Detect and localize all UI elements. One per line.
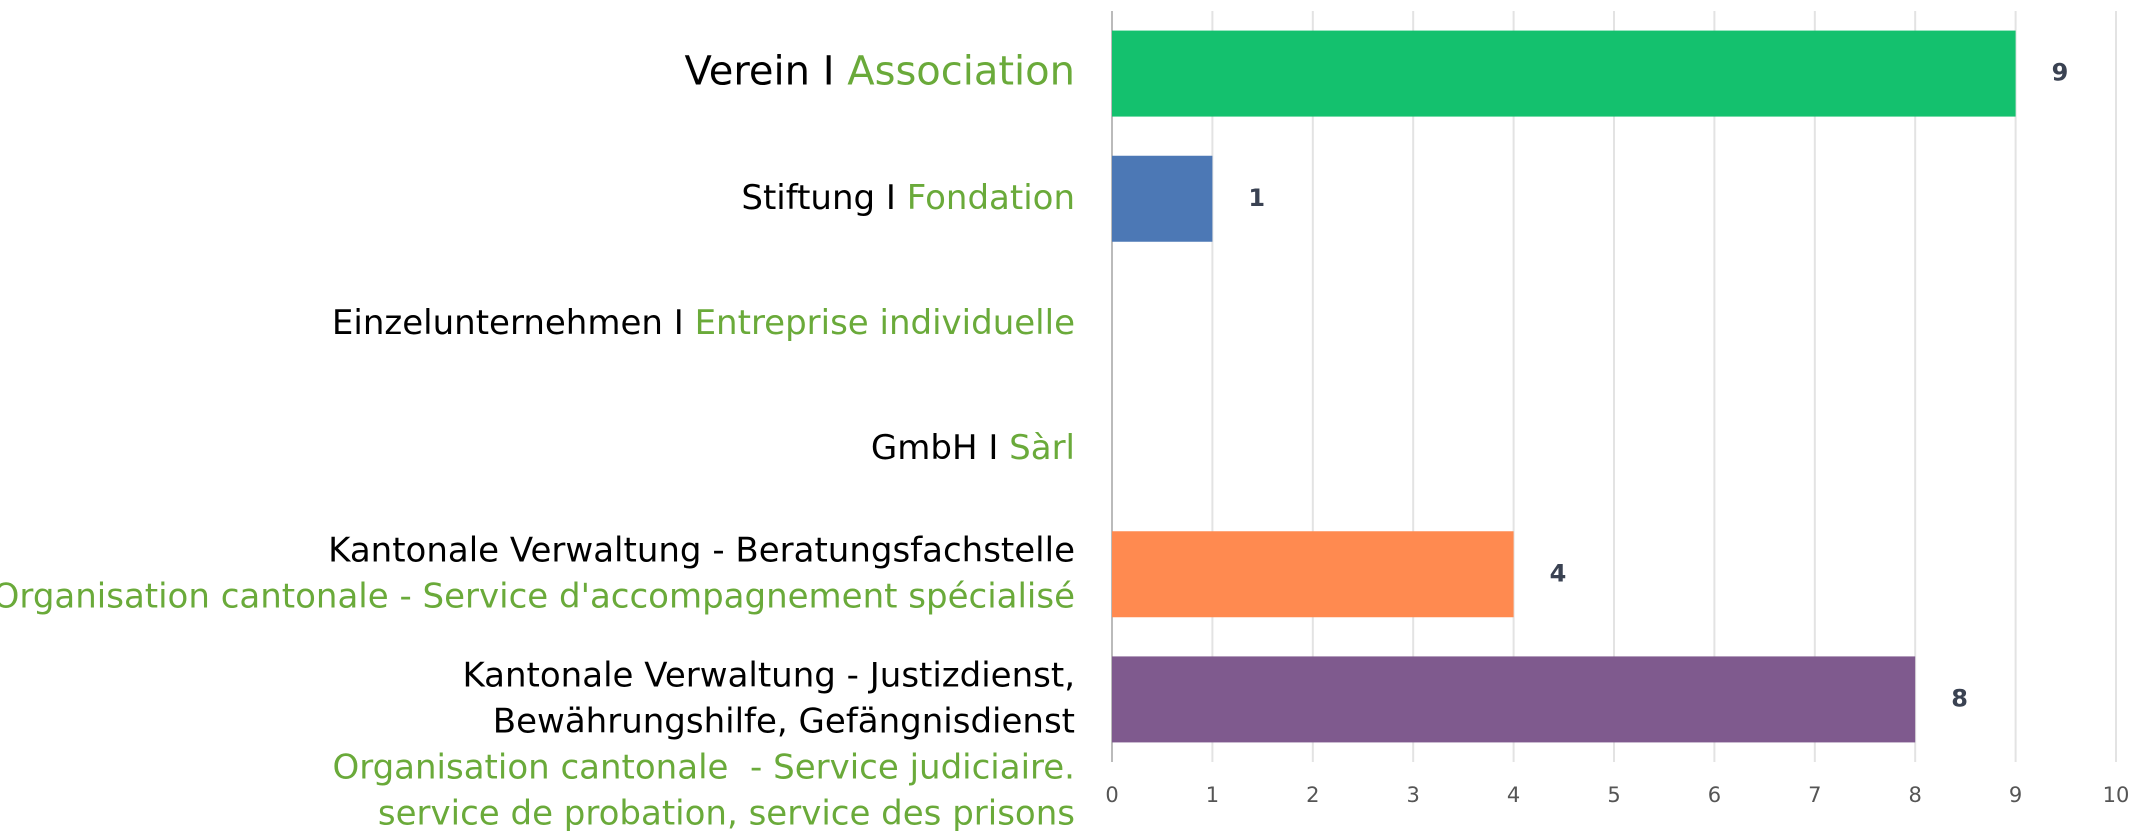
x-tick-label: 5 bbox=[1607, 783, 1620, 807]
x-tick-label: 10 bbox=[2103, 783, 2130, 807]
category-label: Verein I Association bbox=[685, 49, 1076, 95]
category-label: Kantonale Verwaltung - Beratungsfachstel… bbox=[328, 530, 1075, 570]
category-label: Kantonale Verwaltung - Justizdienst, bbox=[462, 655, 1075, 695]
data-label: 9 bbox=[2052, 59, 2069, 87]
label-part: Entreprise individuelle bbox=[695, 302, 1075, 342]
category-label: Stiftung I Fondation bbox=[741, 177, 1075, 217]
x-tick-label: 7 bbox=[1808, 783, 1821, 807]
category-label: Einzelunternehmen I Entreprise individue… bbox=[332, 302, 1075, 342]
x-tick-label: 8 bbox=[1909, 783, 1922, 807]
label-part: Organisation cantonale - Service d'accom… bbox=[0, 576, 1075, 616]
x-tick-label: 6 bbox=[1708, 783, 1721, 807]
category-label: Bewährungshilfe, Gefängnisdienst bbox=[493, 701, 1075, 741]
data-label: 1 bbox=[1248, 184, 1265, 212]
category-label: Organisation cantonale - Service d'accom… bbox=[0, 576, 1075, 616]
x-tick-label: 4 bbox=[1507, 783, 1520, 807]
label-part: Association bbox=[847, 49, 1075, 95]
label-part: Sàrl bbox=[1009, 428, 1075, 468]
label-part: Fondation bbox=[907, 177, 1075, 217]
category-label: service de probation, service des prison… bbox=[378, 793, 1075, 831]
label-part: Organisation cantonale - Service judicia… bbox=[332, 747, 1075, 787]
label-part: Kantonale Verwaltung - Beratungsfachstel… bbox=[328, 530, 1075, 570]
label-part: Verein I bbox=[685, 49, 848, 95]
x-tick-label: 2 bbox=[1306, 783, 1319, 807]
label-part: Einzelunternehmen I bbox=[332, 302, 695, 342]
label-part: Kantonale Verwaltung - Justizdienst, bbox=[462, 655, 1075, 695]
label-part: Stiftung I bbox=[741, 177, 906, 217]
data-label: 4 bbox=[1550, 559, 1567, 587]
bar bbox=[1112, 531, 1514, 618]
bar bbox=[1112, 155, 1213, 242]
x-tick-label: 9 bbox=[2009, 783, 2022, 807]
category-label: Organisation cantonale - Service judicia… bbox=[332, 747, 1075, 787]
bar bbox=[1112, 656, 1916, 743]
data-label: 8 bbox=[1951, 684, 1968, 712]
x-tick-label: 3 bbox=[1407, 783, 1420, 807]
label-part: service de probation, service des prison… bbox=[378, 793, 1075, 831]
x-tick-label: 1 bbox=[1206, 783, 1219, 807]
bar bbox=[1112, 30, 2016, 117]
x-tick-label: 0 bbox=[1105, 783, 1118, 807]
label-part: Bewährungshilfe, Gefängnisdienst bbox=[493, 701, 1075, 741]
category-label: GmbH I Sàrl bbox=[871, 428, 1075, 468]
label-part: GmbH I bbox=[871, 428, 1009, 468]
